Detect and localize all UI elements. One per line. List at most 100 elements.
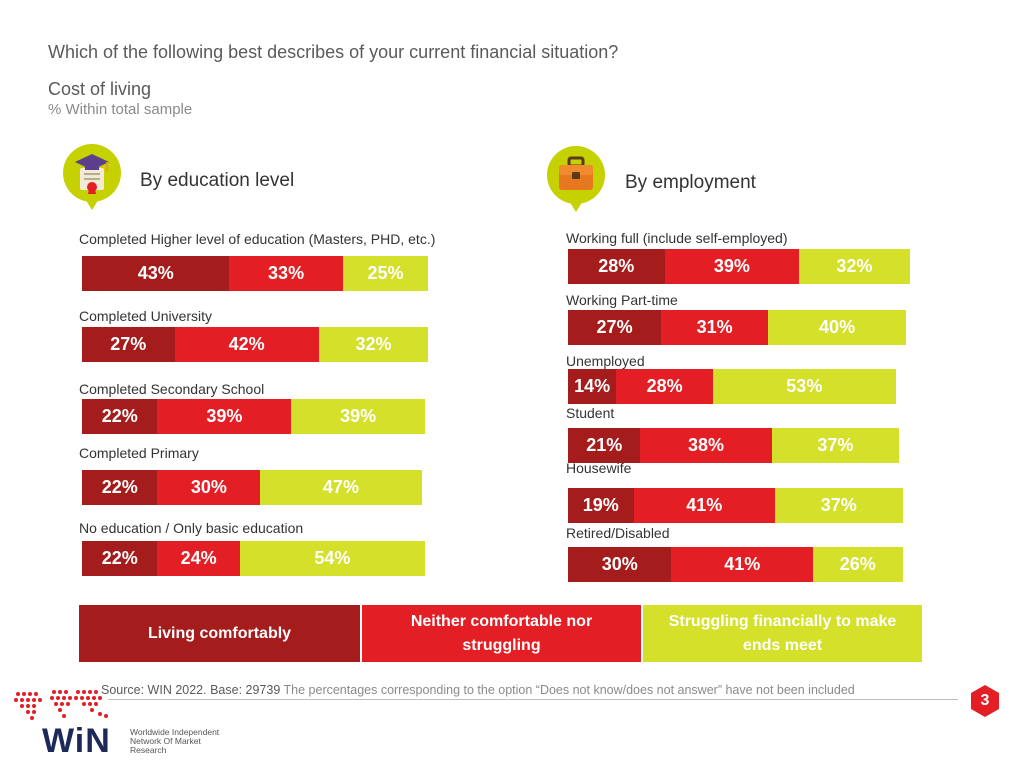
data-label: 41% — [686, 495, 723, 515]
legend-neither: Neither comfortable nor struggling — [360, 605, 641, 662]
education-bar-neither: 30% — [157, 470, 261, 505]
data-label: 32% — [355, 334, 392, 354]
education-bar-comfortable: 27% — [82, 327, 175, 362]
employment-bar-row: 27% 31% 40% — [568, 310, 907, 345]
education-bar-comfortable: 22% — [82, 541, 158, 576]
education-bar-struggling: 47% — [260, 470, 422, 505]
education-category-label: No education / Only basic education — [79, 520, 304, 536]
education-bar-struggling: 54% — [239, 541, 425, 576]
data-label: 22% — [101, 406, 138, 426]
data-label: 25% — [367, 263, 404, 283]
data-label: 31% — [696, 317, 733, 337]
employment-bar-row: 19% 41% 37% — [568, 488, 903, 523]
sample-note: % Within total sample — [48, 101, 193, 118]
data-label: 28% — [598, 256, 635, 276]
employment-bar-comfortable: 28% — [568, 249, 665, 284]
education-section-title: By education level — [140, 170, 295, 191]
education-bar-neither: 24% — [157, 541, 240, 576]
data-label: 28% — [646, 376, 683, 396]
data-label: 47% — [322, 477, 359, 497]
education-bar-neither: 39% — [157, 399, 292, 434]
education-category-label: Completed Secondary School — [79, 381, 265, 397]
data-label: 27% — [110, 334, 147, 354]
source-disclaimer: The percentages corresponding to the opt… — [283, 683, 855, 697]
education-bar-row: 43% 33% 25% — [82, 256, 429, 291]
chart-subtitle: Cost of living — [48, 79, 152, 99]
graduation-cap-icon — [63, 144, 121, 210]
education-bar-row: 22% 24% 54% — [82, 541, 425, 576]
education-bar-struggling: 39% — [291, 399, 425, 434]
employment-bar-comfortable: 19% — [568, 488, 634, 523]
source-text: Source: WIN 2022. Base: 29739 — [101, 683, 281, 697]
data-label: 43% — [137, 263, 174, 283]
employment-section-title: By employment — [625, 172, 756, 193]
employment-bar-struggling: 37% — [771, 428, 900, 463]
data-label: 14% — [574, 376, 611, 396]
employment-bar-comfortable: 27% — [568, 310, 662, 345]
employment-bar-struggling: 40% — [768, 310, 907, 345]
data-label: 40% — [819, 317, 856, 337]
win-logo — [8, 686, 220, 764]
education-bar-row: 22% 30% 47% — [82, 470, 422, 505]
data-label: 54% — [314, 548, 351, 568]
employment-bar-neither: 31% — [661, 310, 769, 345]
data-label: 30% — [601, 554, 638, 574]
briefcase-icon — [547, 146, 605, 212]
employment-bar-row: 21% 38% 37% — [568, 428, 900, 463]
employment-category-label: Student — [566, 405, 615, 421]
employment-category-label: Housewife — [566, 460, 632, 476]
employment-bar-neither: 28% — [616, 369, 713, 404]
employment-bar-comfortable: 14% — [568, 369, 617, 404]
education-bar-row: 22% 39% 39% — [82, 399, 425, 434]
source-note: Source: WIN 2022. Base: 29739 The percen… — [101, 683, 855, 697]
data-label: 32% — [836, 256, 873, 276]
employment-bar-neither: 38% — [640, 428, 772, 463]
employment-bar-comfortable: 21% — [568, 428, 641, 463]
data-label: 37% — [820, 495, 857, 515]
education-bar-row: 27% 42% 32% — [82, 327, 429, 362]
employment-bar-row: 28% 39% 32% — [568, 249, 910, 284]
education-category-label: Completed Primary — [79, 445, 199, 461]
data-label: 19% — [582, 495, 619, 515]
world-map-dots-icon — [14, 690, 108, 720]
data-label: 33% — [268, 263, 305, 283]
legend-living-comfortably: Living comfortably — [79, 605, 360, 662]
employment-bar-neither: 41% — [633, 488, 775, 523]
data-label: 22% — [101, 477, 138, 497]
data-label: 53% — [786, 376, 823, 396]
page-number-badge: 3 — [968, 684, 1002, 718]
employment-category-label: Retired/Disabled — [566, 525, 670, 541]
education-bar-comfortable: 22% — [82, 470, 158, 505]
education-bar-neither: 33% — [229, 256, 343, 291]
footer-divider — [108, 699, 958, 700]
employment-bar-comfortable: 30% — [568, 547, 672, 582]
data-label: 41% — [724, 554, 761, 574]
data-label: 30% — [190, 477, 227, 497]
education-category-label: Completed University — [79, 308, 213, 324]
logo-tagline: Worldwide Independent Network Of Market … — [130, 727, 220, 755]
education-bar-struggling: 25% — [342, 256, 429, 291]
employment-category-label: Unemployed — [566, 353, 645, 369]
question-title: Which of the following best describes of… — [48, 42, 619, 62]
education-bar-neither: 42% — [174, 327, 319, 362]
employment-category-label: Working full (include self-employed) — [566, 230, 788, 246]
employment-bar-struggling: 32% — [799, 249, 910, 284]
data-label: 38% — [687, 435, 724, 455]
page-number: 3 — [980, 692, 990, 709]
data-label: 24% — [180, 548, 217, 568]
employment-bar-struggling: 37% — [774, 488, 903, 523]
data-label: 21% — [586, 435, 623, 455]
employment-bar-neither: 39% — [664, 249, 800, 284]
employment-bar-neither: 41% — [671, 547, 813, 582]
legend-struggling: Struggling financially to make ends meet — [641, 605, 922, 662]
data-label: 39% — [206, 406, 243, 426]
education-bar-comfortable: 22% — [82, 399, 158, 434]
data-label: 26% — [839, 554, 876, 574]
employment-bar-struggling: 26% — [812, 547, 903, 582]
data-label: 42% — [228, 334, 265, 354]
employment-bar-row: 14% 28% 53% — [568, 369, 896, 404]
logo-wordmark: WiN — [42, 722, 111, 760]
data-label: 39% — [713, 256, 750, 276]
data-label: 39% — [340, 406, 377, 426]
data-label: 22% — [101, 548, 138, 568]
